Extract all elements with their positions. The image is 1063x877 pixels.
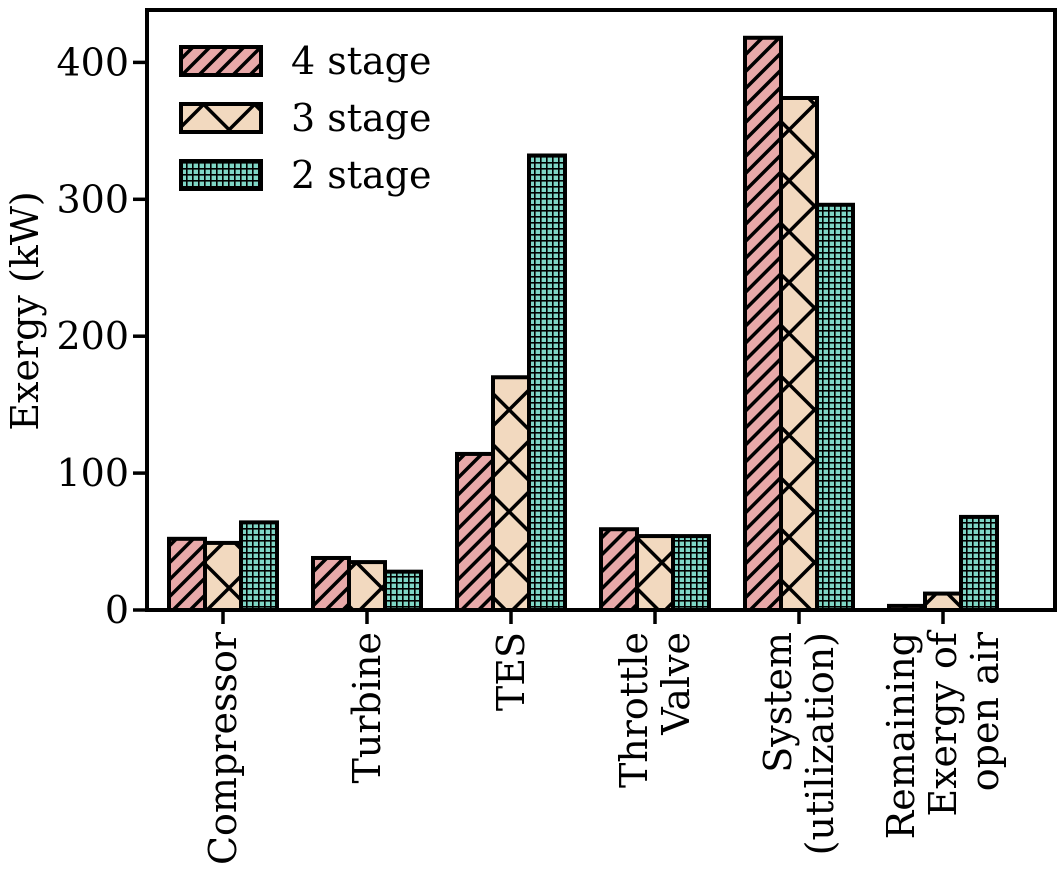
- x-tick-label: Turbine: [345, 632, 389, 783]
- bar-3-stage-1: [347, 560, 387, 613]
- x-tick-label-line: (utilization): [798, 632, 842, 855]
- plot-frame: [145, 8, 1057, 612]
- bar-4-stage-2: [455, 451, 495, 612]
- x-tick-label-line: Valve: [654, 632, 698, 736]
- x-tick-label-line: Compressor: [201, 631, 245, 865]
- y-axis-label: Exergy (kW): [3, 191, 47, 430]
- bar-2-stage-3: [671, 534, 711, 612]
- legend-swatch: [179, 159, 263, 191]
- bar-4-stage-4: [743, 35, 783, 613]
- bar-4-stage-3: [599, 527, 639, 612]
- legend-label: 4 stage: [291, 39, 432, 83]
- x-tick-label-line: Exergy of: [921, 629, 965, 817]
- y-tick-label: 0: [105, 588, 129, 632]
- bar-4-stage-0: [167, 536, 207, 613]
- x-tick-label-line: open air: [963, 631, 1007, 791]
- legend: 4 stage 3 stage 2 stage: [179, 39, 432, 197]
- y-tick-label: 400: [56, 40, 129, 84]
- bar-4-stage-1: [311, 555, 351, 613]
- legend-swatch: [179, 45, 263, 77]
- bar-3-stage-4: [779, 95, 819, 612]
- bar-3-stage-3: [635, 534, 675, 612]
- x-tick-label-line: Turbine: [345, 632, 389, 783]
- bar-2-stage-0: [239, 520, 279, 612]
- bar-3-stage-5: [923, 591, 963, 613]
- bar-3-stage-0: [203, 540, 243, 613]
- x-tick-label-line: System: [756, 632, 800, 773]
- axes-layer: 0 100 200 300 400 Compressor Turbine TES Throttl…: [56, 8, 1057, 865]
- bar-3-stage-2: [491, 375, 531, 612]
- x-tick-label: TES: [489, 632, 533, 711]
- legend-label: 3 stage: [291, 96, 432, 140]
- x-tick-label-line: Throttle: [612, 632, 656, 788]
- x-tick-label: System(utilization): [756, 632, 842, 855]
- bars-layer: [167, 35, 999, 613]
- bar-2-stage-1: [383, 569, 423, 613]
- y-tick-label: 300: [56, 177, 129, 221]
- bar-2-stage-2: [527, 153, 567, 612]
- x-tick-label: Compressor: [201, 631, 245, 865]
- y-tick-label: 200: [56, 314, 129, 358]
- bar-2-stage-5: [959, 514, 999, 613]
- bar-2-stage-4: [815, 202, 855, 612]
- x-tick-label-line: Remaining: [879, 632, 923, 839]
- y-tick-label: 100: [56, 451, 129, 495]
- x-tick-label-line: TES: [489, 632, 533, 711]
- legend-swatch: [179, 102, 263, 134]
- legend-label: 2 stage: [291, 153, 432, 197]
